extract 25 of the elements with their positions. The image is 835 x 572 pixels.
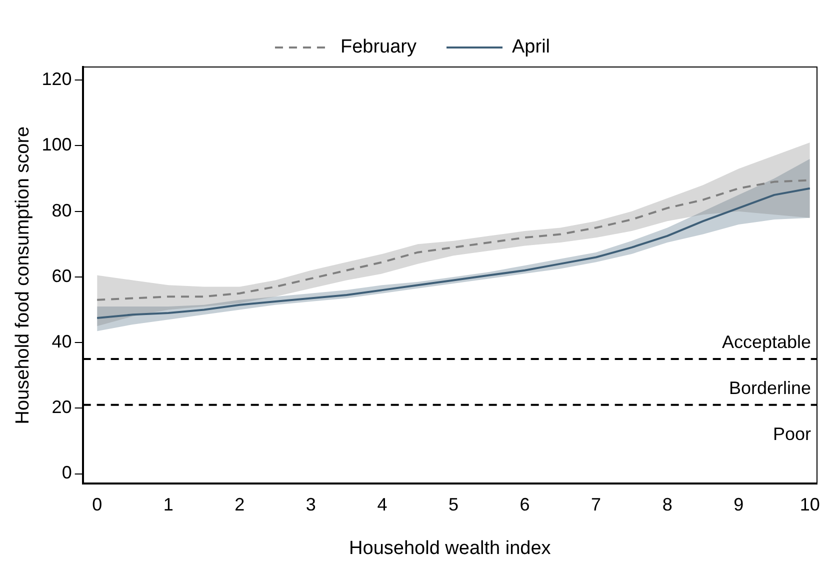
y-tick-label: 20	[52, 397, 72, 418]
annotation: Poor	[772, 424, 811, 444]
y-tick-label: 0	[62, 462, 72, 483]
y-axis-title: Household food consumption score	[12, 126, 34, 424]
x-tick-label: 4	[377, 494, 388, 514]
x-tick-label: 8	[662, 494, 672, 514]
x-tick-label: 3	[306, 494, 316, 514]
x-tick-label: 7	[591, 494, 602, 514]
x-tick-label: 1	[163, 494, 174, 514]
x-tick-label: 2	[234, 494, 245, 514]
annotation: Borderline	[728, 378, 811, 398]
y-tick-label: 60	[52, 266, 72, 286]
annotation: Acceptable	[722, 332, 811, 352]
y-tick-label: 80	[52, 200, 72, 220]
x-tick-label: 10	[800, 494, 820, 514]
x-tick-label: 5	[448, 494, 458, 514]
y-tick-label: 40	[52, 332, 72, 352]
y-tick-label: 100	[42, 134, 72, 155]
x-axis-title: Household wealth index	[349, 538, 552, 559]
x-tick-label: 6	[520, 494, 530, 514]
legend-label: April	[512, 36, 550, 58]
legend-label: February	[340, 36, 418, 58]
x-tick-label: 0	[92, 494, 102, 514]
y-tick-label: 120	[42, 69, 72, 90]
x-tick-label: 9	[734, 494, 744, 514]
